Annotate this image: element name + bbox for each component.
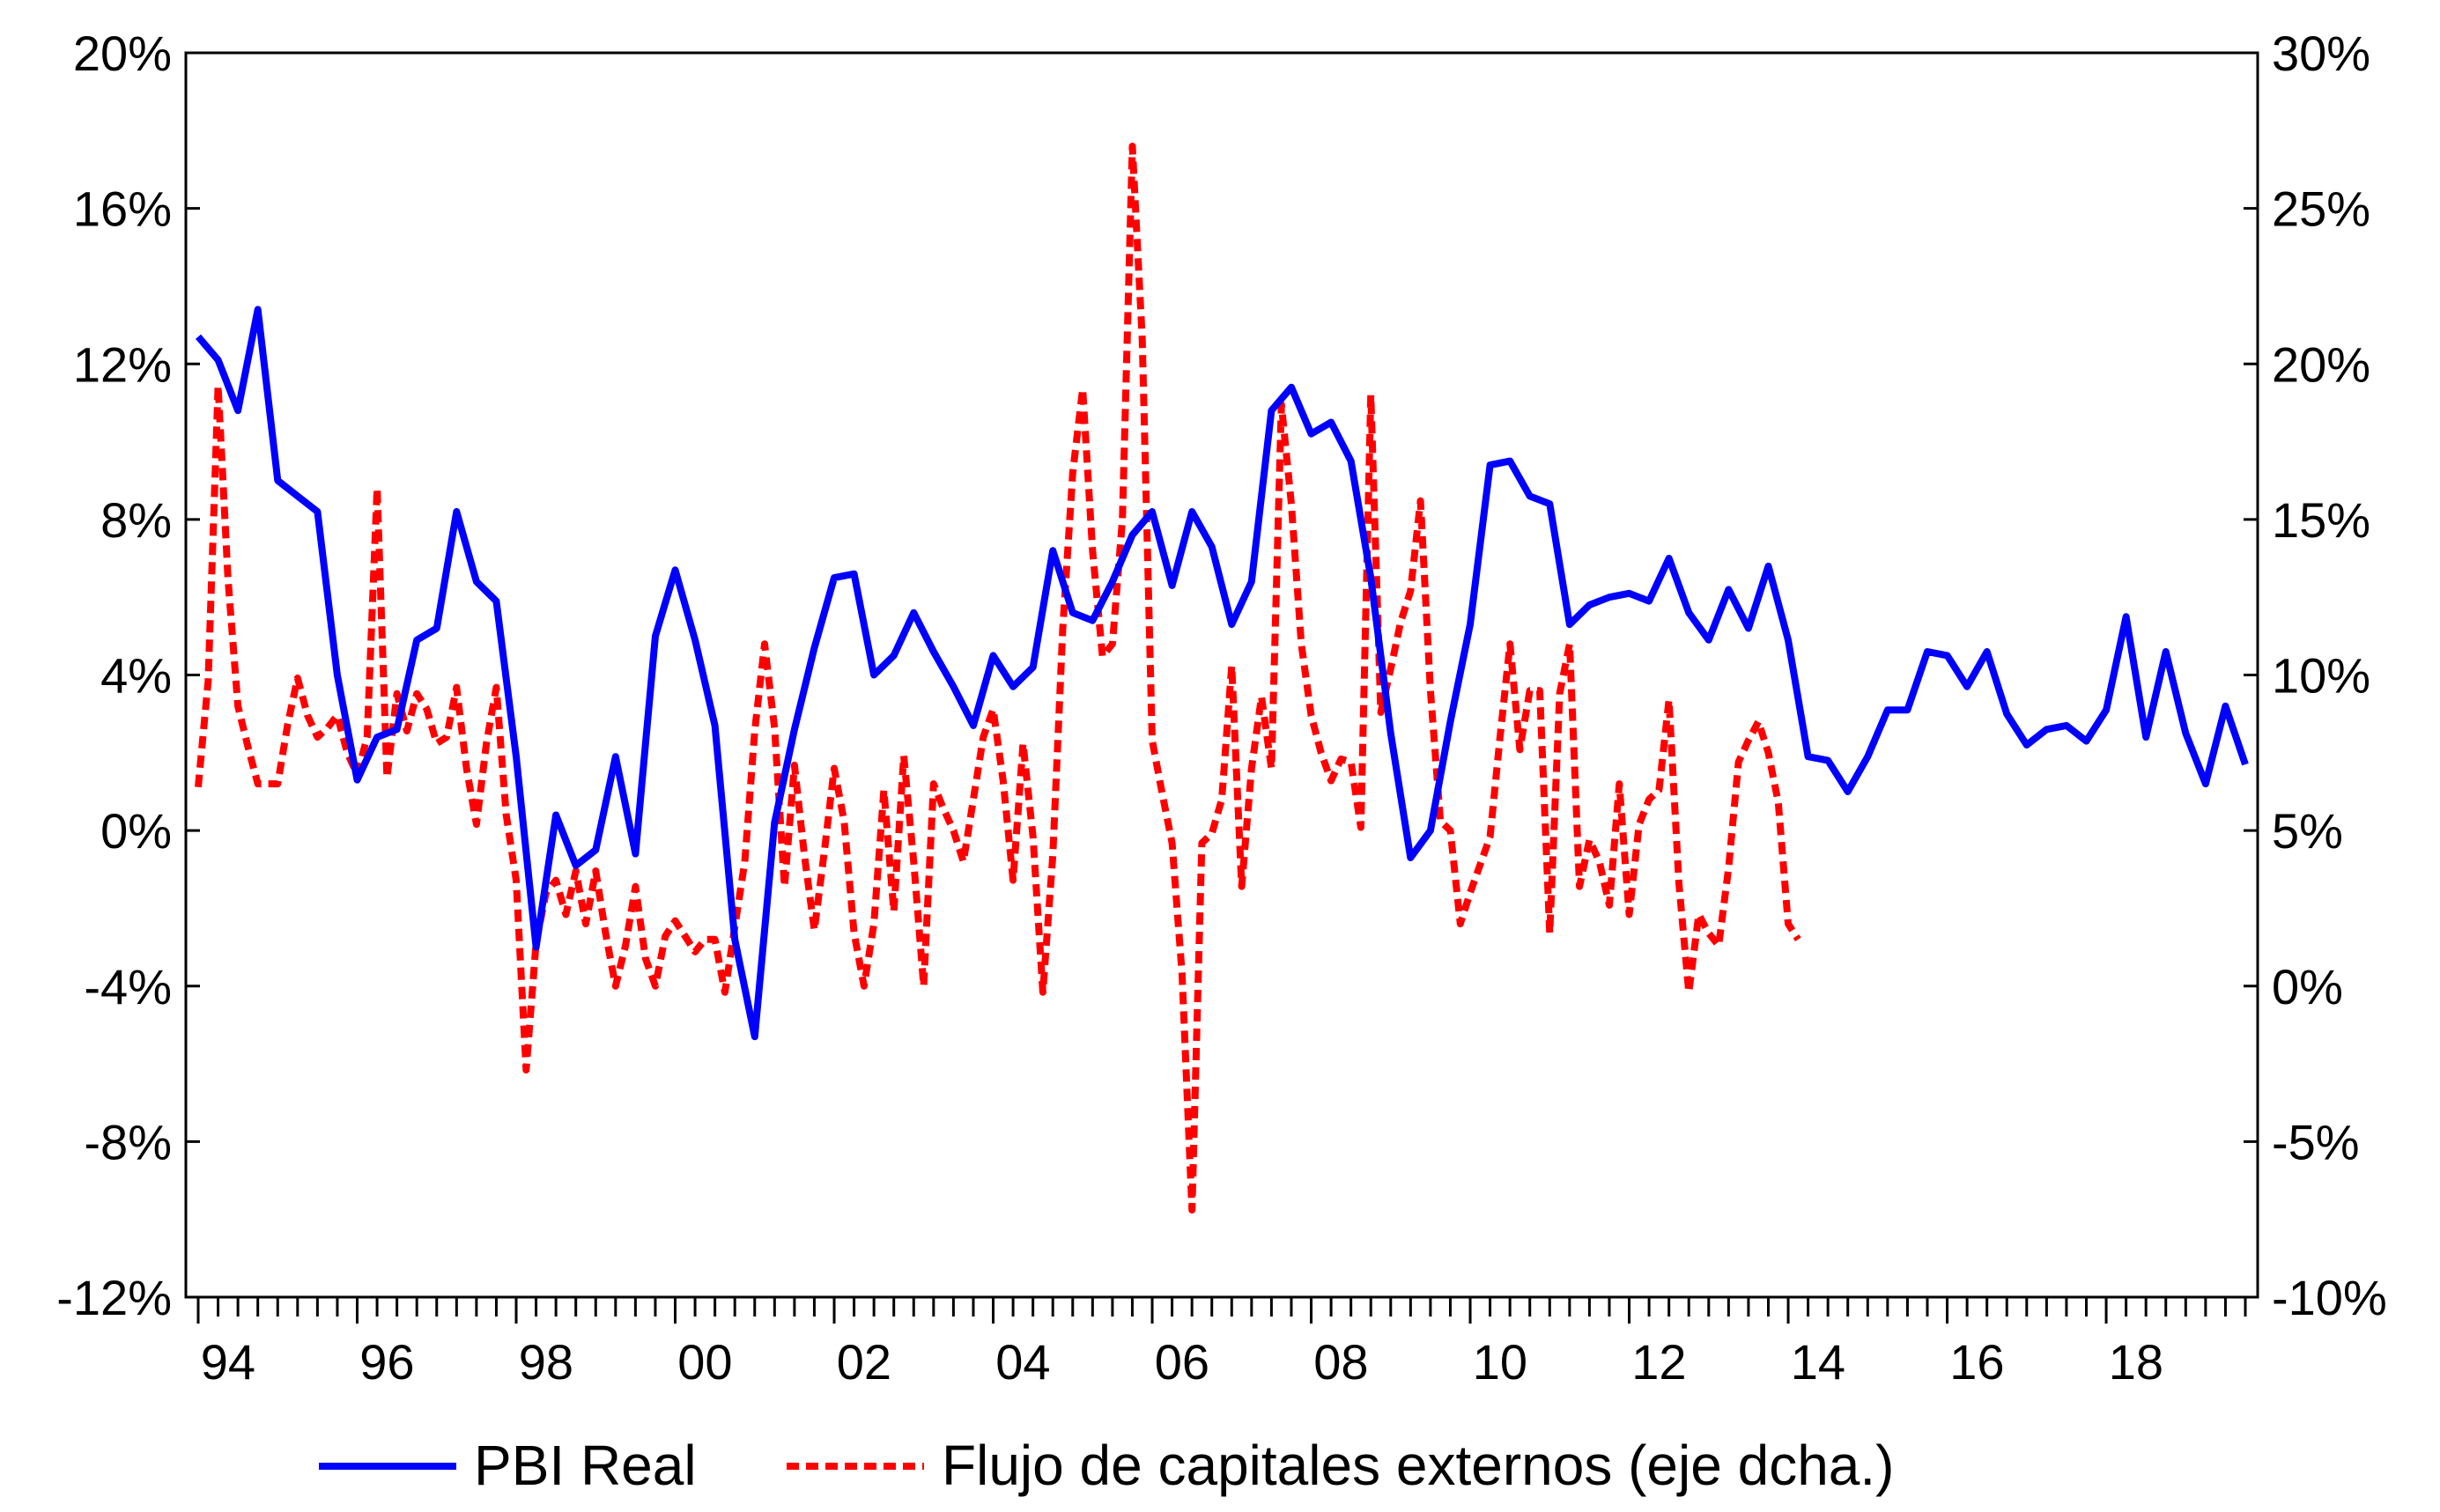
plot-frame	[184, 51, 2259, 1299]
left-axis-tick-label: 8%	[100, 492, 172, 548]
x-axis: 94 96 98 00 02 04 06 08 10 12 14 16 18	[196, 1297, 2247, 1390]
x-axis-tick-label: 08	[1313, 1334, 1368, 1390]
right-axis-tick-label: 30%	[2272, 26, 2370, 81]
left-axis-tick-label: 20%	[73, 26, 172, 81]
series-line-pbi-real	[195, 306, 2249, 1041]
left-axis-tick-label: -8%	[84, 1114, 172, 1169]
right-axis-tick-label: 25%	[2272, 181, 2370, 237]
series-line-flujo-capitales	[195, 143, 1801, 1214]
right-axis-tick-label: 10%	[2272, 648, 2370, 704]
left-axis: -12% -8% -4% 0% 4% 8% 12% 16% 20%	[56, 26, 200, 1325]
left-axis-tick-label: 0%	[100, 803, 172, 859]
right-axis-tick-label: 15%	[2272, 492, 2370, 548]
right-axis-tick-label: 0%	[2272, 959, 2343, 1014]
x-axis-tick-label: 02	[837, 1334, 891, 1390]
right-axis-tick-label: 5%	[2272, 803, 2343, 859]
left-axis-tick-label: -4%	[84, 959, 172, 1014]
x-axis-tick-label: 96	[359, 1334, 414, 1390]
legend: PBI Real Flujo de capitales externos (ej…	[319, 1434, 1894, 1497]
left-axis-tick-label: 12%	[73, 336, 172, 392]
x-axis-tick-label: 94	[201, 1334, 255, 1390]
series-layer	[195, 143, 2249, 1214]
x-axis-tick-label: 14	[1791, 1334, 1845, 1390]
x-axis-tick-label: 12	[1631, 1334, 1686, 1390]
right-axis: -10% -5% 0% 5% 10% 15% 20% 25% 30%	[2244, 26, 2387, 1325]
left-axis-tick-label: 4%	[100, 648, 172, 704]
x-axis-tick-label: 04	[995, 1334, 1050, 1390]
legend-label-pbi-real: PBI Real	[474, 1434, 697, 1497]
right-axis-tick-label: 20%	[2272, 336, 2370, 392]
x-axis-tick-label: 10	[1473, 1334, 1527, 1390]
x-axis-tick-label: 00	[677, 1334, 732, 1390]
x-axis-tick-label: 98	[519, 1334, 573, 1390]
right-axis-tick-label: -5%	[2272, 1114, 2360, 1169]
x-axis-tick-label: 18	[2109, 1334, 2163, 1390]
x-axis-tick-label: 16	[1949, 1334, 2004, 1390]
legend-label-flujo-capitales: Flujo de capitales externos (eje dcha.)	[942, 1434, 1894, 1497]
left-axis-tick-label: 16%	[73, 181, 172, 237]
x-axis-tick-label: 06	[1155, 1334, 1209, 1390]
right-axis-tick-label: -10%	[2272, 1270, 2387, 1325]
left-axis-tick-label: -12%	[56, 1270, 172, 1325]
